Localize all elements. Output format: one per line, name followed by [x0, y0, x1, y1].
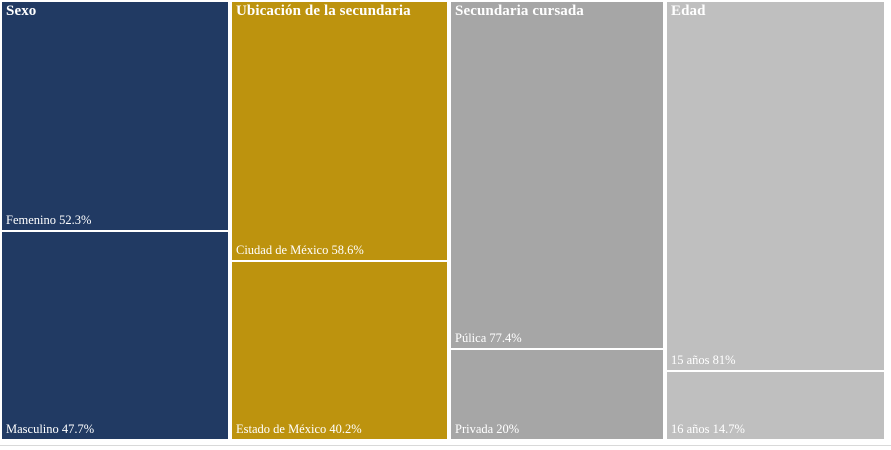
treemap-column-ubicacion: Ubicación de la secundaria Ciudad de Méx… [232, 2, 447, 439]
segment-label: Ciudad de México 58.6% [236, 243, 364, 257]
column-title: Ubicación de la secundaria [236, 3, 411, 19]
treemap-column-sexo: Sexo Femenino 52.3% Masculino 47.7% [2, 2, 228, 439]
page-bottom-border [0, 445, 891, 446]
segment-label: Masculino 47.7% [6, 422, 95, 436]
treemap-segment-estado-de-mexico: Estado de México 40.2% [232, 262, 447, 439]
treemap-segment-masculino: Masculino 47.7% [2, 231, 228, 439]
treemap-segment-ciudad-de-mexico: Ubicación de la secundaria Ciudad de Méx… [232, 2, 447, 260]
segment-label: 16 años 14.7% [671, 422, 745, 436]
treemap-segment-16-anos: 16 años 14.7% [667, 372, 884, 439]
treemap-segment-privada: Privada 20% [451, 349, 663, 439]
treemap-column-edad: Edad 15 años 81% 16 años 14.7% [667, 2, 884, 439]
treemap-segment-femenino: Sexo Femenino 52.3% [2, 2, 228, 230]
treemap-segment-publica: Secundaria cursada Púlica 77.4% [451, 2, 663, 348]
column-title: Secundaria cursada [455, 3, 584, 19]
treemap-chart: Sexo Femenino 52.3% Masculino 47.7% Ubic… [2, 2, 884, 439]
segment-label: Estado de México 40.2% [236, 422, 362, 436]
segment-label: Privada 20% [455, 422, 520, 436]
treemap-column-secundaria-cursada: Secundaria cursada Púlica 77.4% Privada … [451, 2, 663, 439]
segment-label: Femenino 52.3% [6, 212, 92, 227]
column-title: Edad [671, 3, 706, 19]
treemap-segment-15-anos: Edad 15 años 81% [667, 2, 884, 371]
column-title: Sexo [6, 3, 37, 19]
segment-label: 15 años 81% [671, 353, 736, 368]
segment-label: Púlica 77.4% [455, 330, 522, 345]
